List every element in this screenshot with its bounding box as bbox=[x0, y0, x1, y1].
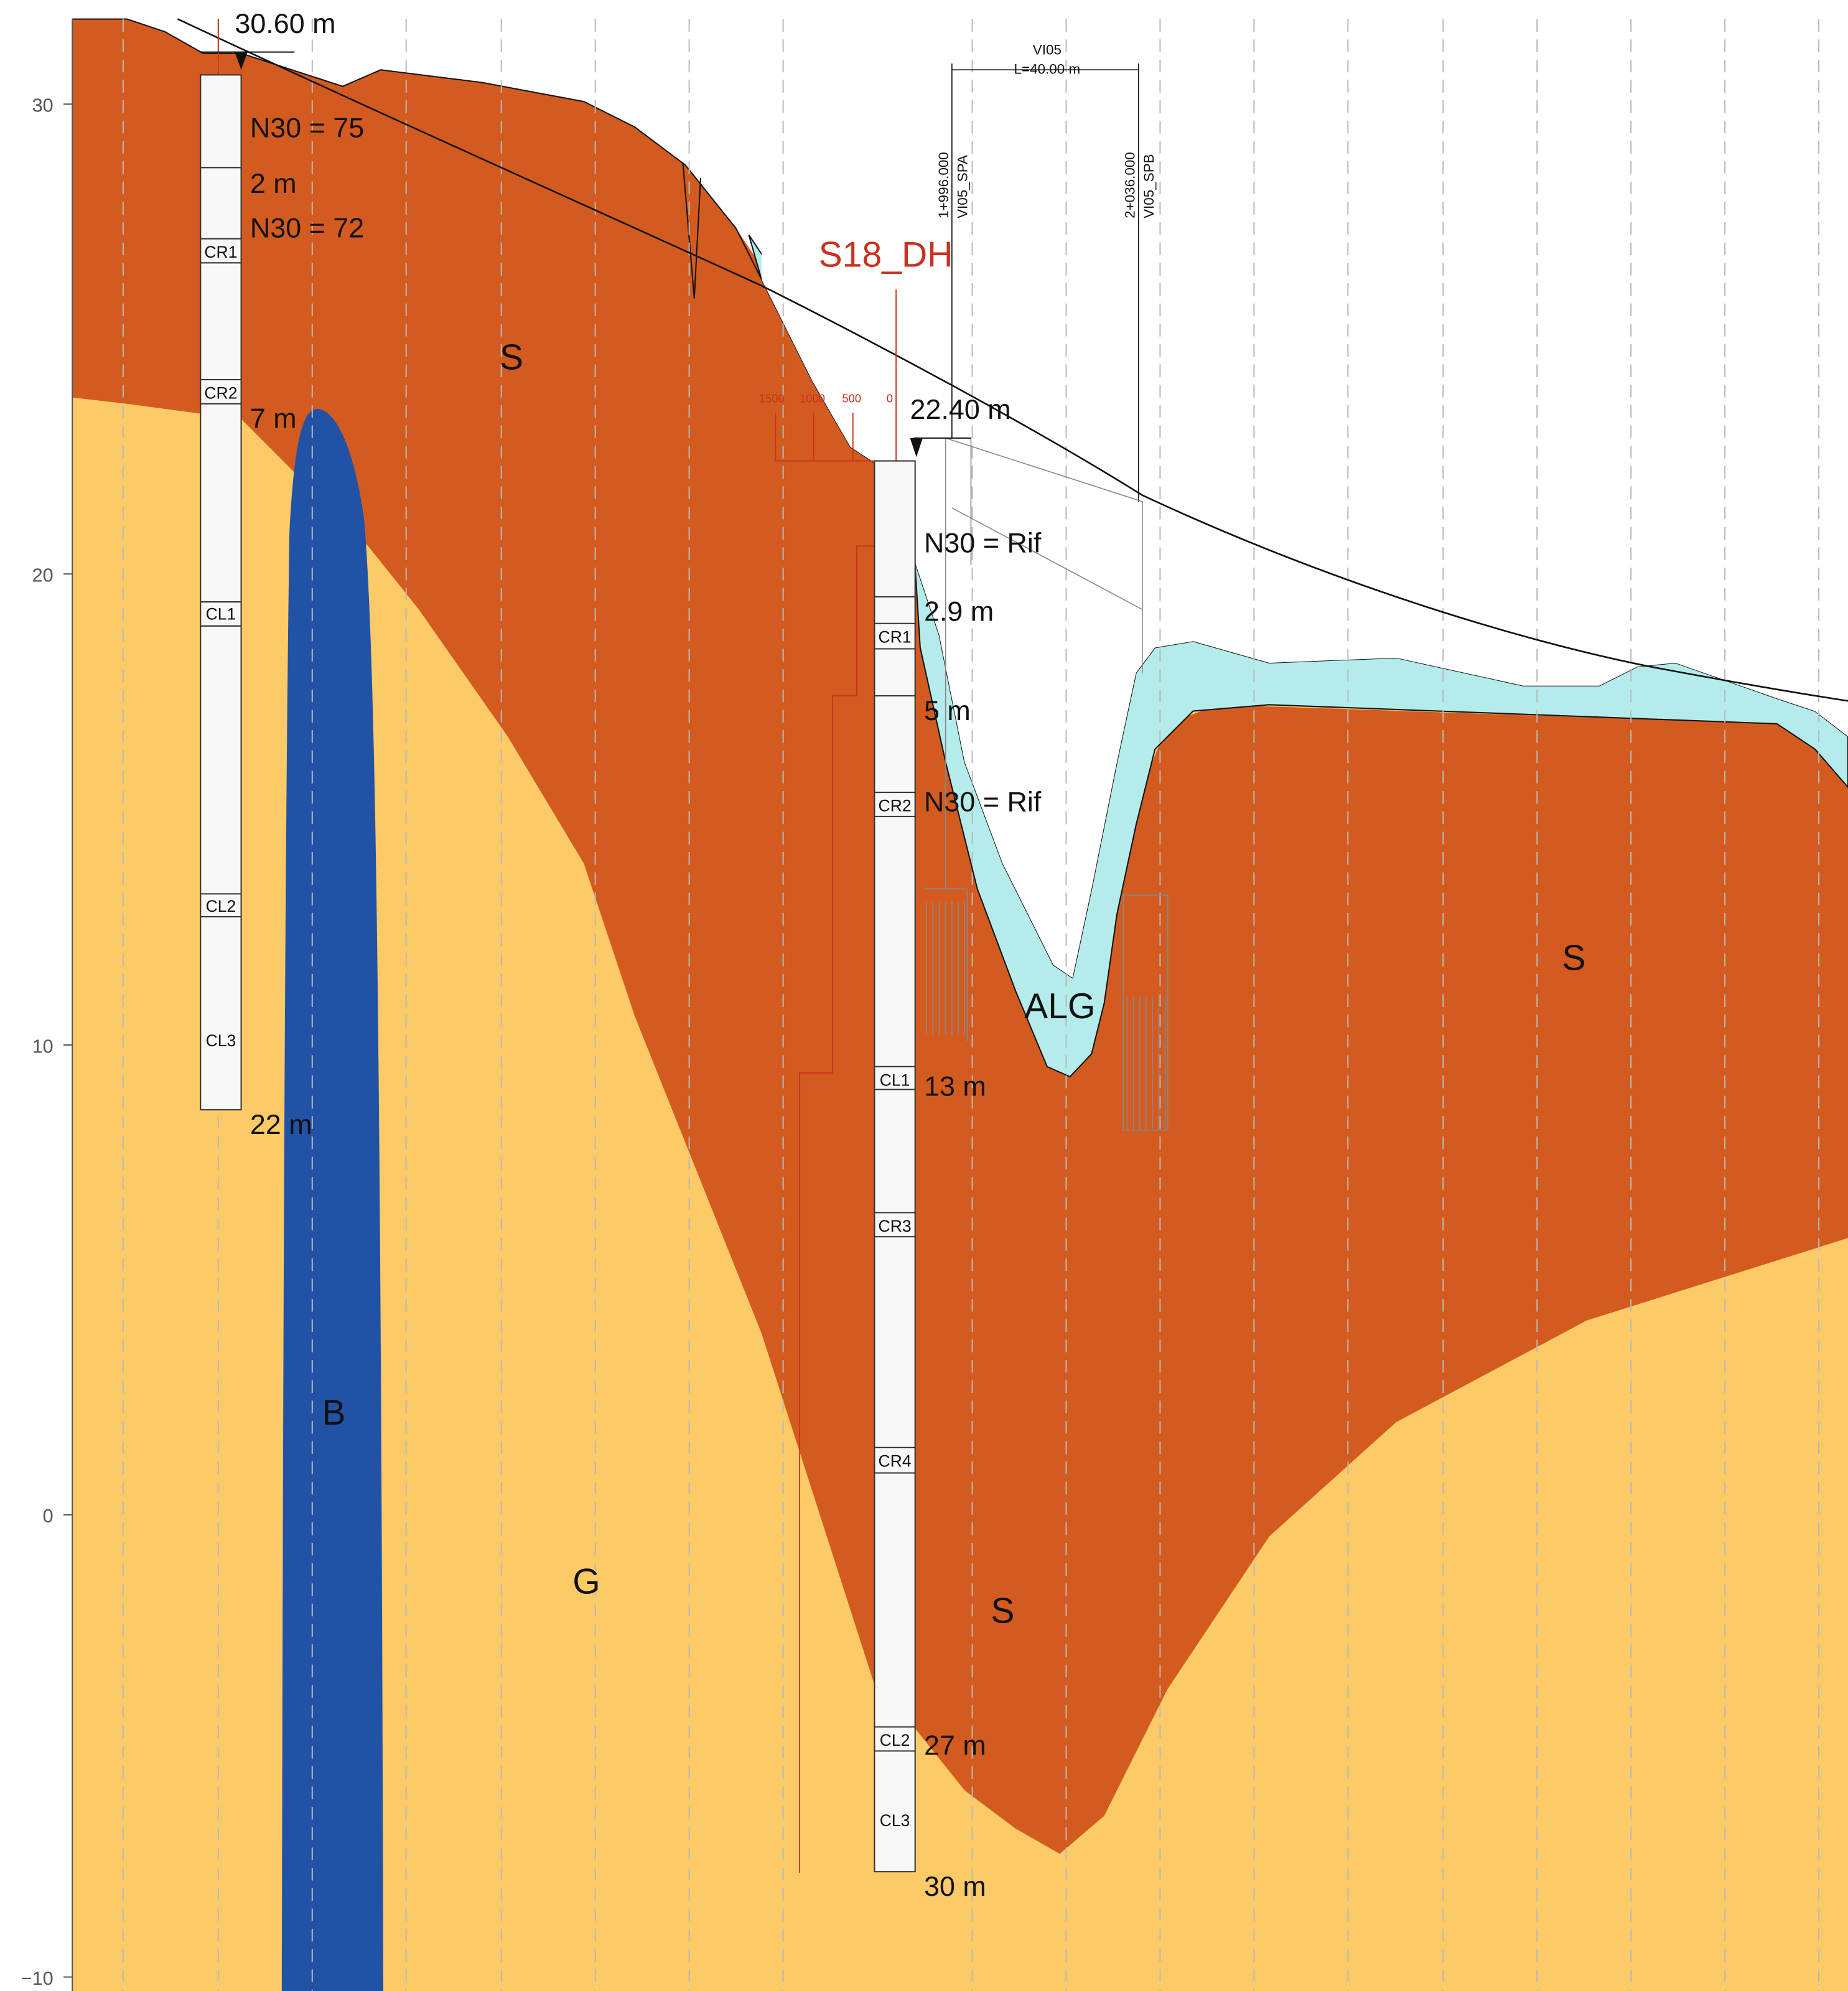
dimension-line bbox=[951, 63, 1139, 77]
borehole-ticks bbox=[200, 167, 241, 918]
annotation: 7 m bbox=[250, 403, 297, 434]
annotation: 2 m bbox=[250, 167, 297, 199]
annotation: N30 = Rif bbox=[924, 786, 1042, 818]
layer-label: S bbox=[500, 338, 523, 378]
scale-label: 0 bbox=[887, 392, 893, 405]
sample-label: CL3 bbox=[206, 1031, 236, 1050]
support-name: VI05_SPB bbox=[1141, 154, 1157, 218]
layer-b bbox=[281, 408, 384, 1991]
sample-label: CL2 bbox=[206, 897, 236, 916]
layer-label: B bbox=[322, 1393, 345, 1433]
layer-s bbox=[72, 19, 1848, 1854]
borehole-name: S18_DH bbox=[819, 235, 953, 274]
tick-label: 30 bbox=[32, 95, 54, 116]
surface-left bbox=[72, 18, 762, 280]
annotation: N30 = 72 bbox=[250, 212, 364, 244]
scale-label: 1500 bbox=[759, 392, 785, 405]
tick-label: −10 bbox=[21, 1968, 54, 1989]
elevation-label: 30.60 m bbox=[235, 7, 335, 39]
annotation: 5 m bbox=[924, 695, 971, 726]
bridge-length: L=40.00 m bbox=[1014, 61, 1081, 77]
layer-label: S bbox=[1562, 939, 1585, 978]
tick-label: 20 bbox=[32, 565, 54, 586]
scale-label: 1000 bbox=[800, 392, 825, 405]
scale-label: 500 bbox=[842, 392, 861, 405]
piles bbox=[926, 901, 1166, 1130]
support-station: 2+036.000 bbox=[1122, 152, 1138, 218]
annotation: 13 m bbox=[924, 1070, 986, 1102]
y-axis bbox=[63, 19, 73, 1991]
layer-label: S bbox=[991, 1591, 1014, 1631]
borehole-ticks bbox=[874, 596, 915, 1752]
profile-line bbox=[799, 545, 875, 1873]
sample-label: CL1 bbox=[880, 1070, 910, 1089]
annotation: 27 m bbox=[924, 1730, 986, 1761]
sample-label: CL2 bbox=[880, 1731, 910, 1750]
layer-label: ALG bbox=[1024, 986, 1095, 1026]
elevation-marker bbox=[910, 438, 923, 457]
sample-label: CL3 bbox=[880, 1811, 910, 1830]
tick-label: 0 bbox=[43, 1506, 54, 1527]
sample-label: CL1 bbox=[206, 605, 236, 624]
ground-line bbox=[177, 18, 1848, 702]
annotation: 30 m bbox=[924, 1870, 986, 1902]
sample-label: CR2 bbox=[879, 797, 912, 815]
air bbox=[761, 0, 1848, 978]
annotation: 22 m bbox=[250, 1108, 312, 1140]
annotation: N30 = Rif bbox=[924, 527, 1042, 558]
annotation: N30 = 75 bbox=[250, 111, 364, 143]
layer-label: G bbox=[572, 1562, 600, 1601]
bridge-name: VI05 bbox=[1033, 42, 1062, 58]
elevation-label: 22.40 m bbox=[910, 393, 1011, 425]
borehole bbox=[874, 460, 916, 1873]
borehole bbox=[200, 74, 242, 1111]
crack bbox=[682, 162, 702, 299]
sample-label: CR1 bbox=[204, 243, 237, 261]
bridge bbox=[913, 63, 1169, 1131]
annotation: 2.9 m bbox=[924, 596, 994, 627]
support-station: 1+996.000 bbox=[936, 152, 951, 218]
tick-label: 10 bbox=[32, 1036, 54, 1057]
sample-label: CR2 bbox=[204, 384, 237, 403]
sample-label: CR1 bbox=[879, 627, 912, 646]
sample-label: CR3 bbox=[879, 1217, 912, 1235]
elevation-marker bbox=[235, 52, 248, 70]
support-name: VI05_SPA bbox=[954, 155, 970, 218]
sample-label: CR4 bbox=[879, 1451, 912, 1470]
